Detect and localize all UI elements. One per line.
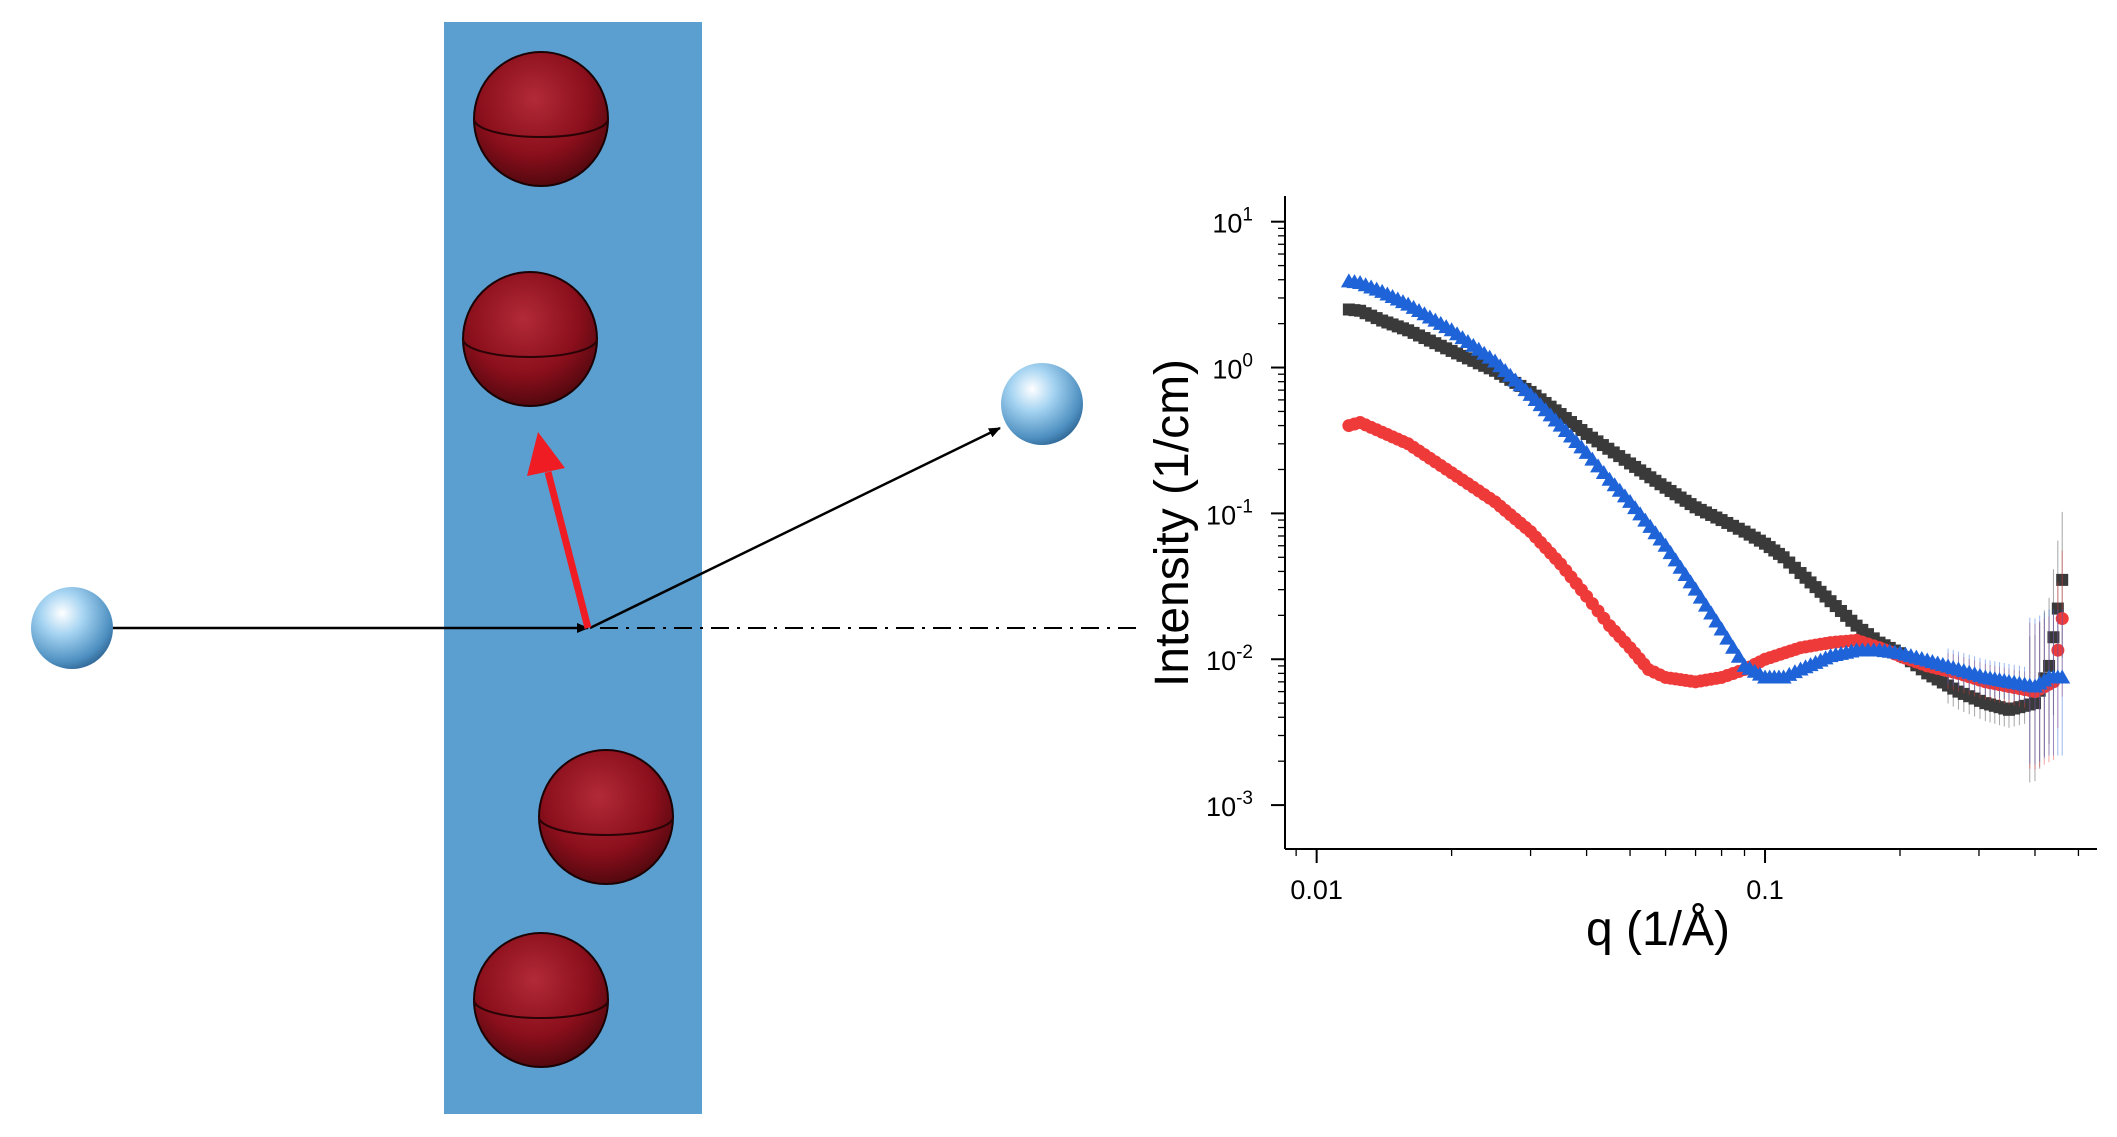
data-point-triangle [2054, 669, 2071, 684]
x-tick-label: 0.1 [1746, 875, 1784, 905]
data-point-square [2056, 573, 2069, 586]
scattering-chart: 101 100 10-1 10-2 10-3 0.01 0.1 Intensity (1/… [1146, 196, 2097, 956]
y-tick-label: 10-2 [1206, 642, 1253, 676]
y-axis-title: Intensity (1/cm) [1146, 359, 1199, 687]
data-point-square [2043, 659, 2056, 672]
data-point-circle [2051, 643, 2065, 657]
y-tick-label: 10-3 [1206, 788, 1253, 822]
data-point-circle [2055, 612, 2069, 626]
y-tick-label: 101 [1212, 205, 1253, 239]
data-point-square [2051, 602, 2064, 615]
series-square [1342, 303, 2069, 783]
y-tick-label: 10-1 [1206, 496, 1253, 530]
series-triangle [1340, 273, 2071, 765]
data-point-triangle [1713, 621, 1730, 636]
data-point-triangle [1725, 639, 1742, 654]
scattered-neutron [1001, 363, 1083, 445]
data-point-square [2047, 631, 2060, 644]
incident-neutron [31, 587, 113, 669]
particle-sphere [473, 932, 609, 1068]
x-axis-ticks: 0.01 0.1 [1290, 849, 2080, 905]
scattered-beam-arrow [589, 426, 1001, 630]
momentum-transfer-arrow [527, 432, 592, 629]
particle-sphere [473, 51, 609, 187]
series-circle [1342, 415, 2069, 770]
x-tick-label: 0.01 [1290, 875, 1343, 905]
particle-sphere [538, 749, 674, 885]
y-axis-ticks: 101 100 10-1 10-2 10-3 [1206, 205, 1285, 822]
scattering-diagram [31, 22, 1140, 1114]
data-point-triangle [1730, 648, 1747, 663]
y-tick-label: 100 [1212, 351, 1253, 385]
data-point-square [2028, 697, 2041, 710]
plot-axes [1284, 196, 2097, 850]
particle-sphere [462, 271, 598, 407]
data-point-triangle [1719, 630, 1736, 645]
data-series [1340, 273, 2071, 783]
x-axis-title: q (1/Å) [1586, 903, 1730, 956]
